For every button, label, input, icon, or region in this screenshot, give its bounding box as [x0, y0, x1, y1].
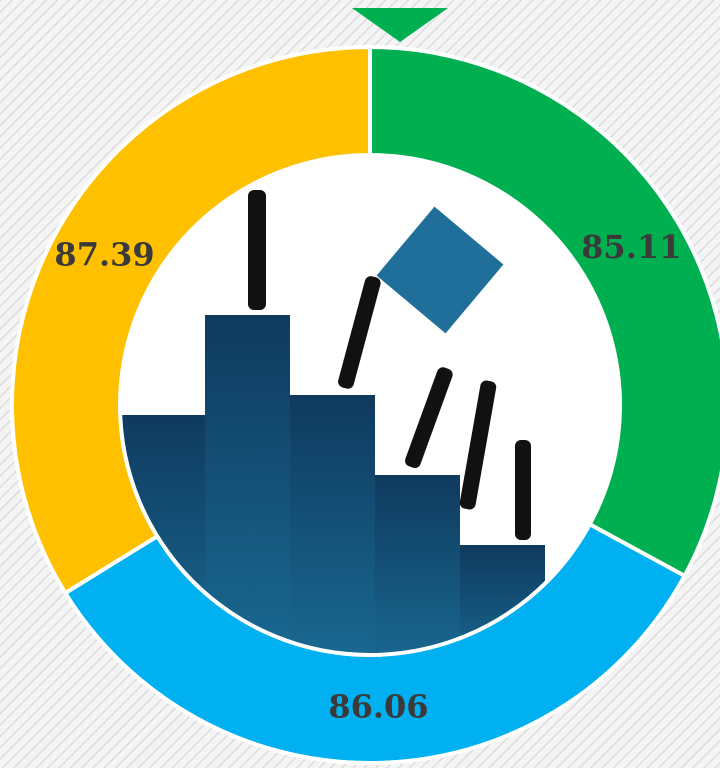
page: {"chart_data": {"type": "donut", "values…: [0, 0, 720, 768]
chart: 85.11 86.06 87.39: [0, 0, 720, 768]
value-label: 85.11: [581, 228, 681, 266]
value-label: 87.39: [54, 235, 154, 273]
value-label: 86.06: [328, 687, 428, 725]
